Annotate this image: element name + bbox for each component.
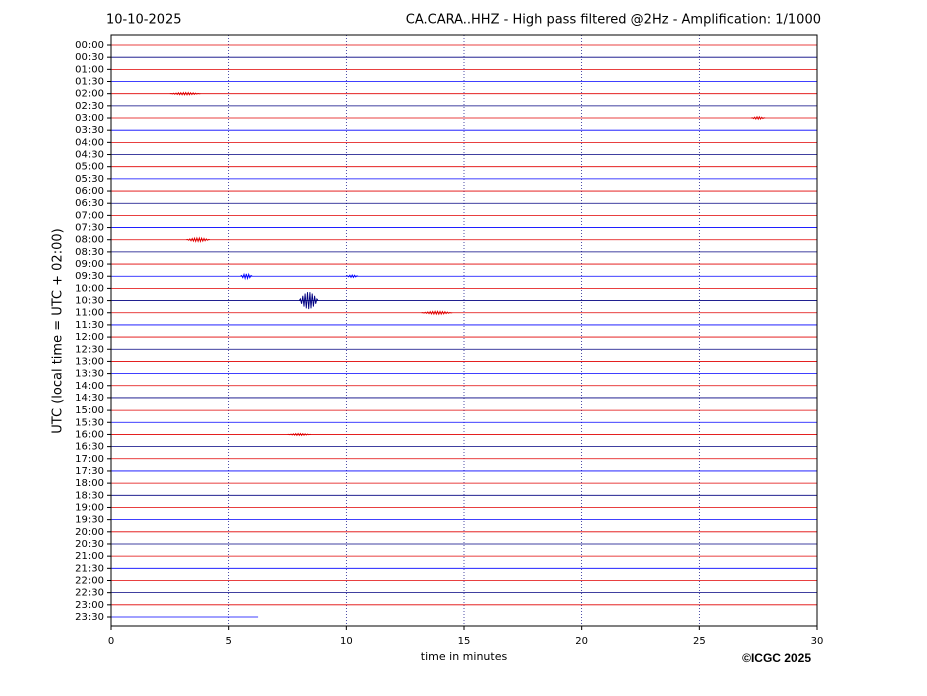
y-tick-label: 11:00 — [75, 308, 104, 319]
y-tick-label: 09:00 — [75, 259, 104, 270]
event — [169, 91, 201, 96]
y-tick-label: 03:00 — [75, 113, 104, 124]
event — [346, 273, 359, 279]
y-tick-label: 11:30 — [75, 320, 104, 331]
y-tick-label: 06:30 — [75, 198, 104, 209]
y-tick-label: 12:00 — [75, 332, 104, 343]
y-tick-label: 14:30 — [75, 393, 104, 404]
y-tick-label: 17:30 — [75, 466, 104, 477]
y-tick-label: 20:00 — [75, 527, 104, 538]
x-tick-label: 10 — [340, 636, 353, 647]
y-axis-label: UTC (local time = UTC + 02:00) — [51, 228, 66, 433]
credit: ©ICGC 2025 — [742, 651, 811, 665]
y-tick-label: 01:00 — [75, 64, 104, 75]
y-tick-label: 13:30 — [75, 369, 104, 380]
y-tick-label: 02:00 — [75, 89, 104, 100]
y-tick-label: 06:00 — [75, 186, 104, 197]
x-tick-label: 30 — [811, 636, 824, 647]
y-tick-label: 10:00 — [75, 283, 104, 294]
event — [186, 236, 210, 243]
y-tick-label: 12:30 — [75, 344, 104, 355]
y-tick-label: 16:30 — [75, 442, 104, 453]
y-tick-label: 23:00 — [75, 600, 104, 611]
y-tick-label: 09:30 — [75, 271, 104, 282]
y-tick-label: 19:00 — [75, 502, 104, 513]
y-tick-label: 22:00 — [75, 575, 104, 586]
x-tick-label: 0 — [108, 636, 114, 647]
y-tick-label: 08:00 — [75, 235, 104, 246]
y-tick-label: 07:00 — [75, 210, 104, 221]
y-tick-label: 21:00 — [75, 551, 104, 562]
y-tick-label: 18:30 — [75, 490, 104, 501]
y-tick-label: 05:30 — [75, 174, 104, 185]
event — [750, 115, 766, 121]
y-tick-label: 04:30 — [75, 150, 104, 161]
y-tick-label: 23:30 — [75, 612, 104, 623]
y-tick-label: 07:30 — [75, 223, 104, 234]
y-tick-label: 22:30 — [75, 588, 104, 599]
x-tick-label: 5 — [225, 636, 231, 647]
event — [421, 310, 453, 316]
y-tick-label: 18:00 — [75, 478, 104, 489]
y-tick-label: 02:30 — [75, 101, 104, 112]
y-tick-label: 08:30 — [75, 247, 104, 258]
y-tick-label: 19:30 — [75, 515, 104, 526]
x-tick-label: 20 — [575, 636, 588, 647]
x-axis-label: time in minutes — [421, 650, 508, 663]
event — [287, 432, 312, 437]
event — [298, 292, 319, 310]
y-tick-label: 17:00 — [75, 454, 104, 465]
y-tick-label: 15:30 — [75, 417, 104, 428]
y-tick-label: 05:00 — [75, 162, 104, 173]
plot-frame — [110, 34, 818, 627]
y-tick-label: 16:00 — [75, 429, 104, 440]
y-tick-label: 21:30 — [75, 563, 104, 574]
x-tick-label: 15 — [458, 636, 471, 647]
y-tick-label: 10:30 — [75, 296, 104, 307]
y-tick-label: 00:00 — [75, 40, 104, 51]
y-tick-label: 00:30 — [75, 52, 104, 63]
y-tick-label: 03:30 — [75, 125, 104, 136]
y-tick-label: 13:00 — [75, 356, 104, 367]
y-tick-label: 20:30 — [75, 539, 104, 550]
y-tick-label: 01:30 — [75, 77, 104, 88]
event — [240, 272, 253, 281]
y-tick-label: 15:00 — [75, 405, 104, 416]
chart-title: CA.CARA..HHZ - High pass filtered @2Hz -… — [406, 13, 821, 28]
y-tick-label: 14:00 — [75, 381, 104, 392]
y-tick-label: 04:00 — [75, 137, 104, 148]
x-tick-label: 25 — [693, 636, 706, 647]
date: 10-10-2025 — [106, 13, 182, 28]
